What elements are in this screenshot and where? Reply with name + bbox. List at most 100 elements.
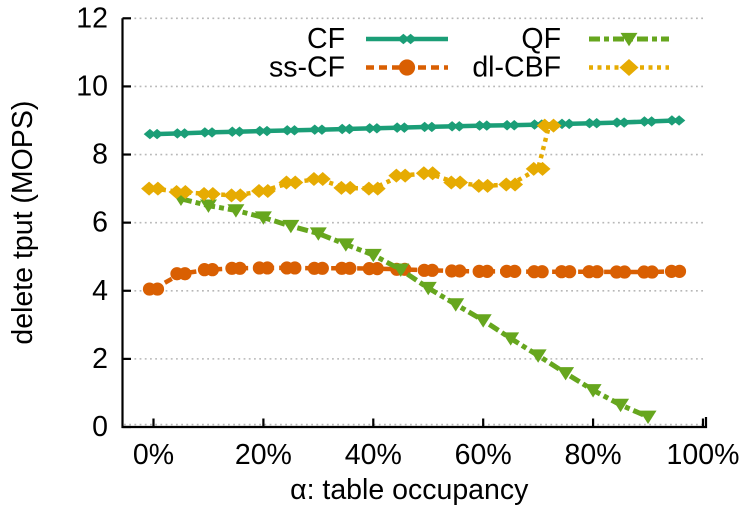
legend-label-QF: QF [521, 23, 561, 55]
series-dl-CBF-line [153, 125, 552, 198]
marker-dl-CBF [278, 175, 295, 190]
marker-ss-CF [205, 263, 220, 277]
marker-CF [198, 127, 212, 138]
x-tick-label-80%: 80% [565, 439, 622, 471]
marker-dl-CBF [498, 177, 515, 192]
marker-ss-CF [398, 59, 416, 76]
marker-ss-CF [453, 264, 467, 278]
marker-CF [336, 123, 349, 135]
marker-CF [672, 115, 686, 126]
marker-CF [583, 117, 596, 129]
marker-dl-CBF [388, 168, 405, 183]
marker-CF [281, 125, 294, 136]
marker-CF [508, 120, 521, 131]
marker-CF [205, 127, 219, 138]
marker-dl-CBF [223, 188, 240, 203]
marker-ss-CF [150, 282, 165, 296]
marker-ss-CF [480, 264, 494, 278]
marker-CF [253, 125, 266, 137]
marker-QF [447, 298, 465, 312]
marker-dl-CBF [168, 184, 185, 199]
marker-CF [638, 116, 651, 127]
marker-QF [254, 211, 272, 225]
y-tick-label-8: 8 [92, 139, 108, 171]
marker-CF [473, 120, 486, 131]
marker-CF [665, 115, 679, 126]
marker-ss-CF [645, 265, 659, 279]
marker-dl-CBF [287, 175, 304, 190]
marker-ss-CF [508, 264, 522, 278]
marker-dl-CBF [342, 180, 359, 195]
marker-dl-CBF [536, 118, 553, 133]
series-ss-CF [142, 261, 687, 296]
marker-QF [392, 263, 410, 277]
y-tick-label-4: 4 [92, 275, 108, 307]
legend-label-ss-CF: ss-CF [269, 52, 345, 84]
marker-QF [282, 219, 300, 234]
marker-ss-CF [535, 265, 549, 279]
legend-entry-ss-CF: ss-CF [269, 52, 448, 84]
x-tick-label-20%: 20% [235, 439, 292, 471]
marker-dl-CBF [415, 166, 432, 181]
marker-dl-CBF [525, 161, 542, 176]
marker-CF [398, 122, 411, 133]
marker-CF [171, 128, 184, 139]
marker-dl-CBF [333, 180, 350, 195]
x-tick-label-0%: 0% [133, 439, 174, 471]
marker-CF [528, 119, 541, 130]
marker-ss-CF [617, 265, 632, 279]
marker-ss-CF [260, 261, 274, 275]
marker-dl-CBF [149, 181, 166, 196]
marker-QF [612, 398, 630, 413]
y-tick-label-2: 2 [92, 343, 108, 375]
marker-ss-CF [563, 265, 577, 279]
marker-CF [425, 121, 439, 133]
marker-ss-CF [288, 261, 302, 275]
marker-CF [453, 121, 466, 132]
marker-CF [226, 126, 239, 137]
y-tick-label-12: 12 [76, 2, 108, 34]
marker-dl-CBF [177, 184, 194, 199]
marker-dl-CBF [204, 187, 221, 202]
marker-dl-CBF [141, 181, 158, 196]
series-dl-CBF [141, 118, 562, 203]
marker-CF [315, 124, 329, 135]
y-axis-title: delete tput (MOPS) [7, 101, 39, 345]
marker-CF [363, 123, 376, 134]
marker-ss-CF [590, 265, 604, 279]
marker-dl-CBF [545, 118, 562, 133]
x-tick-label-60%: 60% [455, 439, 512, 471]
marker-ss-CF [370, 262, 384, 276]
y-tick-label-10: 10 [76, 70, 108, 102]
marker-ss-CF [343, 261, 357, 275]
marker-QF [639, 410, 657, 425]
marker-QF [474, 314, 492, 328]
marker-QF [227, 204, 245, 218]
marker-QF [419, 281, 437, 296]
marker-CF [150, 128, 164, 140]
series-QF [172, 192, 657, 425]
marker-ss-CF [233, 261, 247, 275]
marker-CF [445, 121, 459, 132]
legend-entry-dl-CBF: dl-CBF [472, 52, 669, 84]
marker-dl-CBF [452, 175, 469, 190]
marker-dl-CBF [196, 187, 213, 202]
marker-CF [260, 125, 274, 137]
marker-CF [233, 126, 246, 137]
legend-label-CF: CF [307, 23, 345, 55]
x-axis-title: α: table occupancy [290, 474, 529, 506]
marker-CF [178, 128, 191, 139]
marker-CF [617, 117, 631, 128]
x-tick-label-40%: 40% [345, 439, 402, 471]
legend-label-dl-CBF: dl-CBF [472, 52, 561, 84]
marker-CF [288, 125, 301, 136]
marker-CF [645, 116, 658, 127]
marker-dl-CBF [360, 181, 377, 196]
marker-dl-CBF [534, 161, 551, 176]
marker-CF [418, 121, 431, 133]
marker-QF [502, 332, 520, 346]
legend-entry-QF: QF [521, 23, 669, 55]
marker-dl-CBF [305, 172, 322, 187]
x-tick-label-100%: 100% [667, 439, 740, 471]
